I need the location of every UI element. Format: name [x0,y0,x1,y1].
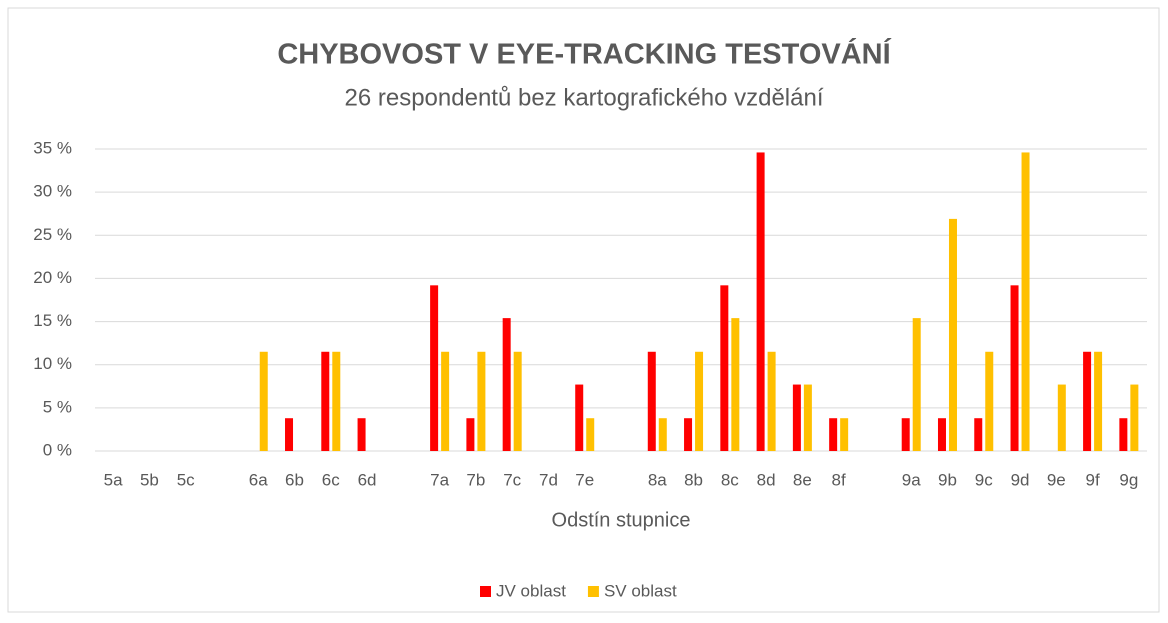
x-tick-label: 5b [140,470,159,489]
bar [285,418,294,451]
y-tick-label: 25 % [33,225,72,244]
bar [321,351,330,451]
bar [357,418,366,451]
bar [912,318,921,451]
bar [1021,152,1030,452]
bar [767,351,776,451]
y-tick-label: 15 % [33,311,72,330]
bar [1057,384,1066,451]
bar [731,318,740,451]
bar [430,285,439,451]
bar [1083,351,1092,451]
bar [901,418,910,451]
y-tick-label: 35 % [33,138,72,157]
y-tick-label: 10 % [33,354,72,373]
x-tick-label: 7a [430,470,449,489]
x-tick-label: 5a [104,470,123,489]
bar [332,351,341,451]
legend-label: SV oblast [604,581,677,600]
bar [792,384,801,451]
y-tick-label: 0 % [43,440,72,459]
legend-swatch [480,586,491,597]
x-tick-label: 9d [1011,470,1030,489]
bar [937,418,946,451]
x-tick-label: 9g [1119,470,1138,489]
chart-border [7,7,1160,613]
bar [756,152,765,452]
bar [829,418,838,451]
bar [695,351,704,451]
x-tick-label: 8a [648,470,667,489]
bar [974,418,983,451]
x-tick-label: 9f [1085,470,1099,489]
bar [647,351,656,451]
bar [513,351,522,451]
x-tick-label: 8d [757,470,776,489]
x-tick-label: 6c [322,470,340,489]
x-tick-label: 9c [975,470,993,489]
x-tick-label: 9e [1047,470,1066,489]
bar [720,285,729,451]
x-tick-label: 6d [358,470,377,489]
chart-subtitle: 26 respondentů bez kartografického vzděl… [345,84,824,111]
bar [684,418,693,451]
x-tick-label: 6b [285,470,304,489]
bar [840,418,849,451]
bar [803,384,812,451]
bar [1094,351,1103,451]
x-tick-label: 5c [177,470,195,489]
legend-label: JV oblast [496,581,566,600]
bar [477,351,486,451]
x-tick-label: 7e [575,470,594,489]
x-tick-label: 8e [793,470,812,489]
chart-title: CHYBOVOST V EYE-TRACKING TESTOVÁNÍ [277,37,891,71]
bar [658,418,667,451]
x-tick-label: 8b [684,470,703,489]
bar [259,351,268,451]
x-tick-label: 6a [249,470,268,489]
bar [466,418,475,451]
x-tick-label: 8c [721,470,739,489]
legend-swatch [587,586,599,597]
y-tick-label: 20 % [33,268,72,287]
bar [502,318,511,451]
y-tick-label: 30 % [33,182,72,201]
x-tick-label: 8f [832,470,846,489]
bar [985,351,994,451]
x-tick-label: 7b [466,470,485,489]
x-tick-label: 9b [938,470,957,489]
x-tick-label: 7c [503,470,521,489]
bar [1010,285,1019,451]
bar [1130,384,1139,451]
x-tick-label: 7d [539,470,558,489]
y-tick-label: 5 % [43,397,72,416]
bar [586,418,595,451]
bar [575,384,584,451]
x-axis-title: Odstín stupnice [552,509,691,531]
x-tick-label: 9a [902,470,921,489]
bar [948,218,957,451]
bar [441,351,450,451]
bar [1119,418,1128,451]
